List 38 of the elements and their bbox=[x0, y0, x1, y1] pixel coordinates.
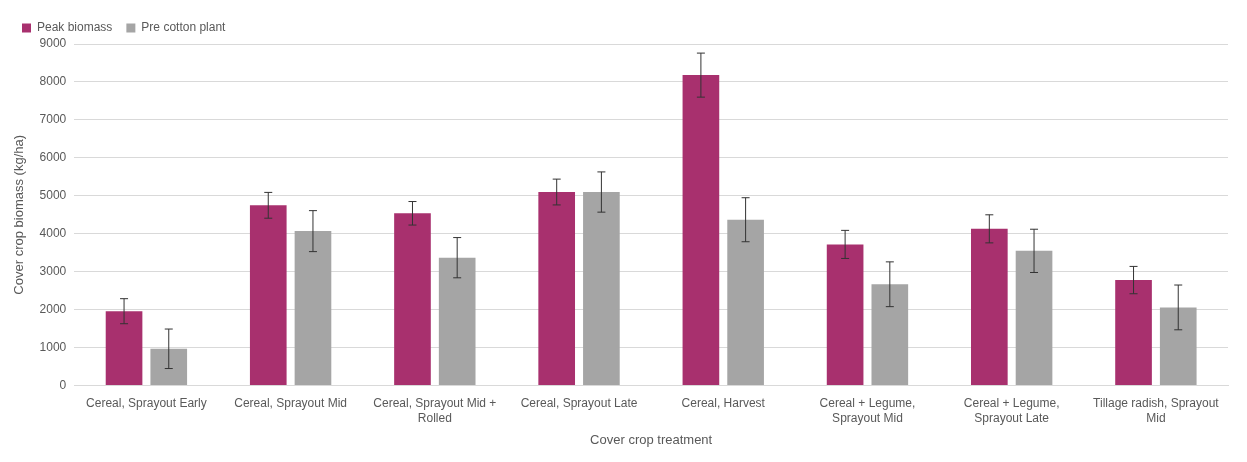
bar bbox=[682, 75, 720, 386]
x-tick-label: Cereal, Sprayout Early bbox=[86, 396, 207, 411]
bar bbox=[583, 192, 620, 386]
bar bbox=[826, 244, 864, 386]
y-tick-label: 2000 bbox=[39, 302, 67, 316]
y-tick-label: 7000 bbox=[39, 112, 67, 127]
legend-label: Pre cotton plant bbox=[141, 20, 227, 35]
y-tick-label: 9000 bbox=[39, 36, 67, 51]
x-tick-label: Tillage radish, Sprayout Mid bbox=[1093, 396, 1220, 425]
bar bbox=[727, 219, 764, 386]
bar bbox=[294, 231, 332, 386]
y-tick-label: 4000 bbox=[39, 226, 67, 241]
x-axis-title: Cover crop treatment bbox=[590, 431, 713, 447]
bar bbox=[249, 205, 287, 386]
y-tick-label: 8000 bbox=[39, 74, 67, 89]
bar bbox=[971, 228, 1008, 386]
bar bbox=[871, 284, 909, 386]
legend-label: Peak biomass bbox=[37, 20, 113, 35]
bar bbox=[150, 348, 188, 386]
y-tick-label: 6000 bbox=[39, 150, 67, 165]
bar bbox=[394, 213, 431, 386]
bar bbox=[538, 192, 576, 386]
y-tick-label: 1000 bbox=[39, 339, 67, 354]
bar bbox=[438, 257, 476, 386]
y-axis-title: Cover crop biomass (kg/ha) bbox=[11, 134, 27, 295]
x-tick-label: Cereal, Sprayout Mid + Rolled bbox=[373, 396, 497, 425]
bar bbox=[105, 311, 143, 386]
x-tick-label: Cereal, Sprayout Mid bbox=[234, 396, 347, 411]
y-tick-label: 3000 bbox=[39, 264, 67, 279]
bar bbox=[1115, 280, 1152, 386]
y-tick-label: 5000 bbox=[39, 188, 67, 203]
x-tick-label: Cereal + Legume, Sprayout Late bbox=[963, 396, 1060, 425]
y-tick-label: 0 bbox=[59, 377, 67, 392]
x-tick-label: Cereal, Harvest bbox=[681, 396, 766, 411]
x-tick-label: Cereal + Legume, Sprayout Mid bbox=[819, 396, 916, 425]
bar bbox=[1015, 250, 1053, 386]
bar bbox=[1159, 307, 1197, 386]
x-tick-label: Cereal, Sprayout Late bbox=[520, 396, 638, 411]
